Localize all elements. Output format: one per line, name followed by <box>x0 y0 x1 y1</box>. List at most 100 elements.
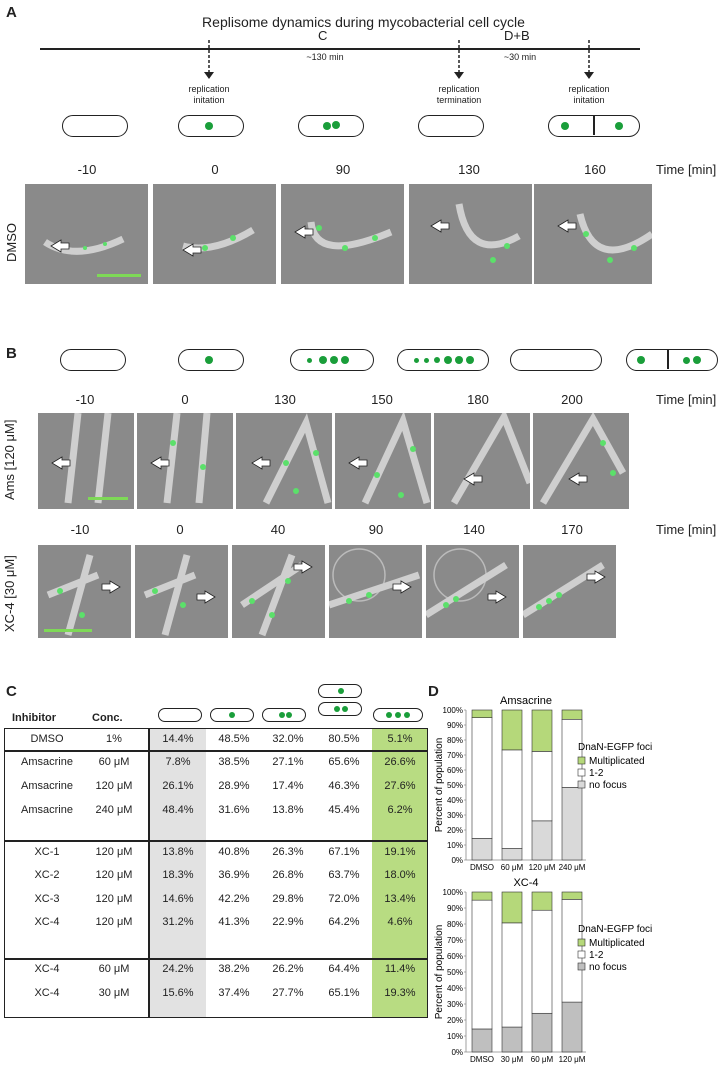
table-divider-3 <box>4 958 428 960</box>
legend-swatch <box>577 756 586 765</box>
table-cell: 26.1% <box>162 780 194 792</box>
table-cell: XC-4 <box>34 916 60 928</box>
table-cell: 120 μM <box>95 916 133 928</box>
y-tick-label: 20% <box>447 1016 463 1025</box>
bar-segment <box>501 1026 523 1053</box>
table-cell: 14.6% <box>162 893 194 905</box>
x-tick-label: 240 μM <box>559 863 586 872</box>
row-label-ams: Ams [120 μM] <box>2 419 17 500</box>
col-icon-combined-b <box>318 702 362 716</box>
table-cell: Amsacrine <box>21 756 73 768</box>
table-cell: 40.8% <box>218 846 250 858</box>
micrograph-dmso-2 <box>153 184 276 284</box>
bar-segment <box>531 891 553 911</box>
table-cell: 120 μM <box>95 869 133 881</box>
table-cell: 46.3% <box>328 780 360 792</box>
table-cell: 26.8% <box>272 869 304 881</box>
bar-segment <box>531 751 553 822</box>
y-tick-label: 60% <box>447 952 463 961</box>
table-cell: 27.6% <box>384 780 416 792</box>
micrograph-xc4-2 <box>135 545 228 638</box>
y-tick-label: 70% <box>447 936 463 945</box>
table-cell: 64.4% <box>328 963 360 975</box>
phase-c-time: ~130 min <box>306 52 344 62</box>
micrograph-ams-5 <box>434 413 530 509</box>
y-axis-label: Percent of population <box>434 738 445 833</box>
y-tick-label: 80% <box>447 920 463 929</box>
micrograph-ams-1 <box>38 413 134 509</box>
time-label-ams-5: 180 <box>467 392 489 407</box>
table-cell: 41.3% <box>218 916 250 928</box>
cell-schematic-b-many <box>397 349 489 371</box>
panel-d-letter: D <box>428 683 439 700</box>
table-cell: DMSO <box>30 733 64 745</box>
table-cell: 120 μM <box>95 893 133 905</box>
micrograph-dmso-4 <box>409 184 532 284</box>
bar-segment <box>471 899 493 1030</box>
table-cell: 22.9% <box>272 916 304 928</box>
event-arrows <box>204 40 594 79</box>
scale-bar-ams <box>88 497 128 500</box>
table-cell: 27.1% <box>272 756 304 768</box>
cell-schematic-b-four <box>290 349 374 371</box>
panel-b-letter: B <box>6 345 17 362</box>
event-replication-initiation-1: replication initation <box>188 84 230 105</box>
column-shade-no-focus <box>150 728 206 1018</box>
table-cell: 1% <box>106 733 122 745</box>
table-cell: XC-4 <box>34 987 60 999</box>
micrograph-xc4-1 <box>38 545 131 638</box>
header-inhibitor: Inhibitor <box>12 712 56 724</box>
table-cell: 27.7% <box>272 987 304 999</box>
x-tick-label: 60 μM <box>531 1055 554 1064</box>
table-cell: 60 μM <box>98 963 130 975</box>
cell-schematic-one-focus <box>178 115 244 137</box>
time-label-ams-2: 0 <box>181 392 189 407</box>
table-cell: 63.7% <box>328 869 360 881</box>
table-cell: 15.6% <box>162 987 194 999</box>
bar-segment <box>531 820 553 861</box>
table-cell: 14.4% <box>162 733 194 745</box>
table-cell: 36.9% <box>218 869 250 881</box>
cell-cycle-timeline <box>40 48 640 50</box>
table-cell: 6.2% <box>387 804 413 816</box>
col-icon-one-focus <box>210 708 254 722</box>
y-tick-label: 20% <box>447 826 463 835</box>
table-cell: 48.5% <box>218 733 250 745</box>
legend-swatch <box>577 938 586 947</box>
time-label-a-2: 0 <box>211 162 219 177</box>
table-cell: XC-2 <box>34 869 60 881</box>
micrograph-ams-6 <box>533 413 629 509</box>
table-cell: 19.3% <box>384 987 416 999</box>
y-tick-label: 10% <box>447 841 463 850</box>
table-cell: XC-4 <box>34 963 60 975</box>
table-cell: 18.0% <box>384 869 416 881</box>
bar-segment <box>531 709 553 752</box>
table-cell: XC-1 <box>34 846 60 858</box>
time-label-a-5: 160 <box>584 162 606 177</box>
micrograph-xc4-6 <box>523 545 616 638</box>
x-tick-label: 120 μM <box>529 863 556 872</box>
legend-label: 1-2 <box>589 950 604 961</box>
table-cell: 13.4% <box>384 893 416 905</box>
x-tick-label: 120 μM <box>559 1055 586 1064</box>
panel-c-letter: C <box>6 683 17 700</box>
cell-schematic-divided <box>548 115 640 137</box>
bar-segment <box>531 909 553 1014</box>
y-tick-label: 90% <box>447 904 463 913</box>
legend-swatch <box>577 962 586 971</box>
table-cell: Amsacrine <box>21 780 73 792</box>
table-divider-vertical <box>148 728 150 1018</box>
time-label-a-3: 90 <box>335 162 351 177</box>
table-cell: 65.1% <box>328 987 360 999</box>
table-cell: 38.5% <box>218 756 250 768</box>
stacked-bar-charts: Amsacrine 0% 10% 20% 30% 40% 50% 60% 70% 80% 90% 10… <box>434 695 652 1064</box>
bar-segment <box>471 717 493 839</box>
micrograph-xc4-3 <box>232 545 325 638</box>
y-tick-label: 0% <box>451 856 463 865</box>
event-replication-termination: replication termination <box>436 84 482 105</box>
table-cell: 42.2% <box>218 893 250 905</box>
table-cell: 19.1% <box>384 846 416 858</box>
table-cell: 80.5% <box>328 733 360 745</box>
table-cell: 31.2% <box>162 916 194 928</box>
cell-schematic-two-foci <box>298 115 364 137</box>
